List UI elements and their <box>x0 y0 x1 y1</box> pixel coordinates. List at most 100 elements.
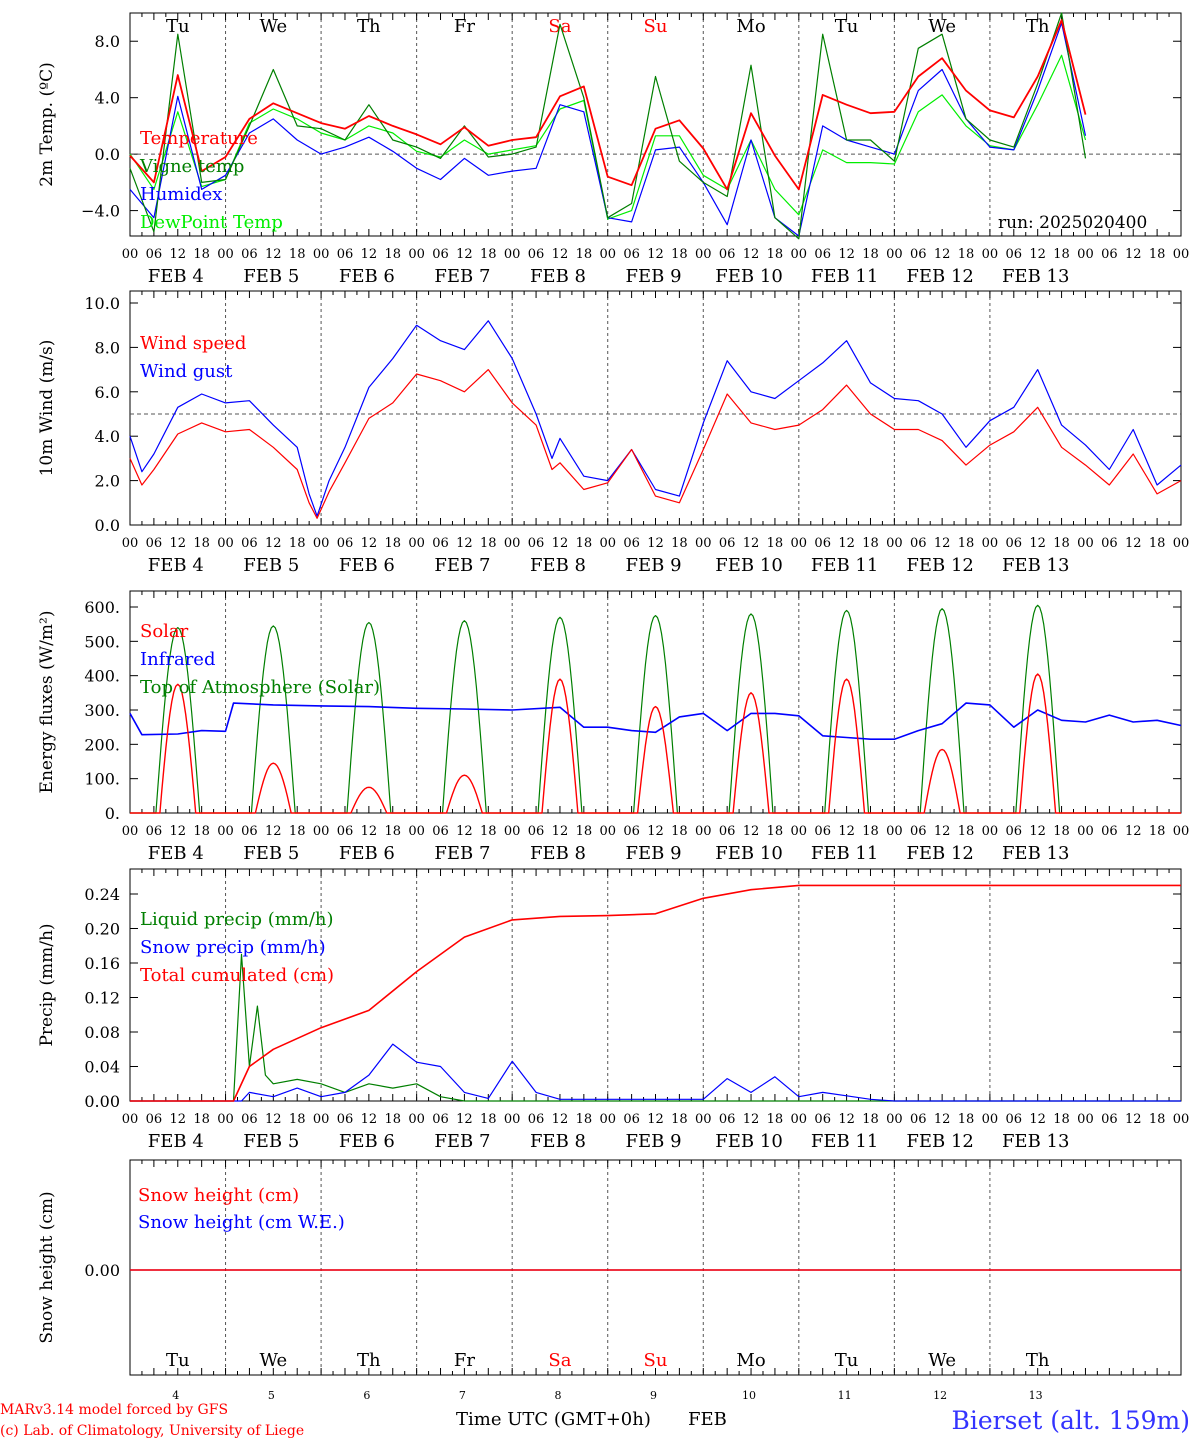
date-label: FEB 7 <box>434 1131 490 1152</box>
hour-tick-label: 18 <box>576 824 593 839</box>
hour-tick-label: 00 <box>408 824 425 839</box>
hour-tick-label: 06 <box>910 536 927 551</box>
y-tick-label: 8.0 <box>95 338 120 357</box>
hour-tick-label: 18 <box>1149 824 1166 839</box>
y-tick-label: 500. <box>84 632 120 651</box>
date-label: FEB 6 <box>339 266 395 287</box>
day-name-label: Fr <box>454 1350 475 1371</box>
day-name-label: Tu <box>835 1350 859 1371</box>
hour-tick-label: 12 <box>743 536 760 551</box>
hour-tick-label: 12 <box>838 536 855 551</box>
hour-tick-label: 18 <box>671 1112 688 1127</box>
date-label: FEB 8 <box>530 843 586 864</box>
hour-tick-label: 12 <box>743 824 760 839</box>
y-tick-label: 8.0 <box>95 32 120 51</box>
hour-tick-label: 00 <box>408 247 425 262</box>
hour-tick-label: 00 <box>313 1112 330 1127</box>
y-tick-label: 6.0 <box>95 383 120 402</box>
day-number-label: 7 <box>459 1389 466 1402</box>
hour-tick-label: 12 <box>1125 824 1142 839</box>
hour-tick-label: 00 <box>982 536 999 551</box>
date-label: FEB 4 <box>148 266 204 287</box>
date-label: FEB 4 <box>148 1131 204 1152</box>
panel-temperature: −4.0 0.0 4.0 8.0 2m Temp. (ºC) 00 06 12 18 00 06 12… <box>37 12 1189 287</box>
hour-tick-label: 12 <box>265 247 282 262</box>
date-label: FEB 6 <box>339 555 395 576</box>
hour-tick-label: 00 <box>408 1112 425 1127</box>
day-number-label: 5 <box>268 1389 275 1402</box>
day-name-label: We <box>928 1350 956 1371</box>
hour-tick-label: 18 <box>671 247 688 262</box>
date-label: FEB 7 <box>434 555 490 576</box>
hour-tick-label: 12 <box>552 824 569 839</box>
hour-tick-label: 12 <box>934 1112 951 1127</box>
hour-tick-label: 06 <box>1101 824 1118 839</box>
hour-tick-label: 06 <box>1006 1112 1023 1127</box>
hour-tick-label: 06 <box>1101 247 1118 262</box>
day-name-label: Th <box>1026 16 1050 37</box>
hour-tick-label: 06 <box>1006 824 1023 839</box>
hour-tick-label: 06 <box>146 536 163 551</box>
y-tick-label: 0.00 <box>84 1261 120 1280</box>
hour-tick-label: 12 <box>647 824 664 839</box>
day-name-label: Fr <box>454 16 475 37</box>
legend-entry: Snow height (cm) <box>138 1185 299 1206</box>
hour-tick-label: 12 <box>169 247 186 262</box>
y-tick-label: 0.0 <box>95 516 120 535</box>
date-label: FEB 6 <box>339 1131 395 1152</box>
hour-tick-label: 00 <box>1077 247 1094 262</box>
y-axis-label: Precip (mm/h) <box>37 923 57 1046</box>
date-label: FEB 10 <box>715 1131 782 1152</box>
y-tick-label: 200. <box>84 735 120 754</box>
hour-tick-label: 12 <box>456 1112 473 1127</box>
legend-entry: Total cumulated (cm) <box>140 965 334 986</box>
hour-tick-label: 06 <box>432 536 449 551</box>
date-label: FEB 12 <box>906 555 973 576</box>
series-total-cumulated-cm- <box>130 884 1181 1102</box>
hour-tick-label: 12 <box>743 247 760 262</box>
run-label: run: 2025020400 <box>998 213 1147 233</box>
hour-tick-label: 12 <box>552 247 569 262</box>
hour-tick-label: 06 <box>337 1112 354 1127</box>
legend-entry: Vigne temp <box>139 156 244 177</box>
hour-tick-label: 06 <box>910 824 927 839</box>
date-label: FEB 5 <box>243 555 299 576</box>
hour-tick-label: 00 <box>122 1112 139 1127</box>
date-label: FEB 5 <box>243 1131 299 1152</box>
hour-tick-label: 00 <box>982 824 999 839</box>
legend-entry: Wind speed <box>140 333 246 354</box>
hour-tick-label: 06 <box>337 824 354 839</box>
hour-tick-label: 18 <box>862 824 879 839</box>
hour-tick-label: 18 <box>862 1112 879 1127</box>
hour-tick-label: 12 <box>647 247 664 262</box>
day-number-label: 11 <box>838 1389 852 1402</box>
hour-tick-label: 06 <box>814 1112 831 1127</box>
y-tick-label: 0.08 <box>84 1023 120 1042</box>
hour-tick-label: 00 <box>791 824 808 839</box>
legend-entry: Humidex <box>140 184 222 205</box>
hour-tick-label: 18 <box>862 536 879 551</box>
hour-tick-label: 00 <box>504 824 521 839</box>
hour-tick-label: 00 <box>599 247 616 262</box>
legend-entry: DewPoint Temp <box>140 212 283 233</box>
day-number-label: 8 <box>554 1389 561 1402</box>
hour-tick-label: 06 <box>910 247 927 262</box>
hour-tick-label: 00 <box>599 1112 616 1127</box>
date-label: FEB 5 <box>243 266 299 287</box>
hour-tick-label: 06 <box>910 1112 927 1127</box>
y-tick-label: 600. <box>84 598 120 617</box>
hour-tick-label: 12 <box>456 536 473 551</box>
hour-tick-label: 00 <box>1077 1112 1094 1127</box>
credit-model: MARv3.14 model forced by GFS <box>0 1402 228 1418</box>
day-name-label: Th <box>357 16 381 37</box>
hour-tick-label: 00 <box>217 824 234 839</box>
hour-tick-label: 00 <box>504 536 521 551</box>
hour-tick-label: 12 <box>1125 536 1142 551</box>
date-label: FEB 11 <box>811 555 878 576</box>
hour-tick-label: 06 <box>623 1112 640 1127</box>
hour-tick-label: 12 <box>361 824 378 839</box>
date-label: FEB 12 <box>906 266 973 287</box>
hour-tick-label: 06 <box>528 1112 545 1127</box>
series-solar <box>130 673 1181 814</box>
date-label: FEB 8 <box>530 1131 586 1152</box>
